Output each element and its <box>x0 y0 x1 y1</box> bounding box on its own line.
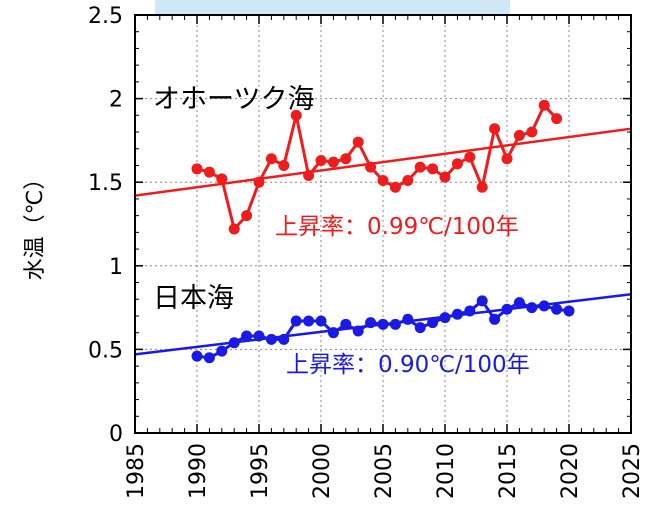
data-point-1 <box>414 322 426 334</box>
data-point-0 <box>241 210 253 222</box>
data-point-0 <box>377 175 389 187</box>
data-point-0 <box>439 171 451 183</box>
data-point-0 <box>489 123 501 135</box>
rate-label-japan-sea: 上昇率：0.90℃/100年 <box>286 352 530 378</box>
data-point-0 <box>352 136 364 148</box>
data-point-1 <box>501 303 513 315</box>
data-point-1 <box>377 318 389 330</box>
data-point-0 <box>538 99 550 111</box>
y-tick-label: 1.5 <box>88 171 123 196</box>
data-point-0 <box>451 158 463 170</box>
data-point-1 <box>464 305 476 317</box>
data-point-0 <box>526 126 538 138</box>
data-point-0 <box>513 129 525 141</box>
data-point-0 <box>303 170 315 182</box>
y-tick-label: 1 <box>109 255 123 280</box>
data-point-1 <box>191 350 203 362</box>
y-tick-label: 0 <box>109 422 123 447</box>
data-point-0 <box>290 109 302 121</box>
data-point-1 <box>278 333 290 345</box>
x-tick-label: 2025 <box>620 443 645 499</box>
data-point-1 <box>451 308 463 320</box>
data-point-0 <box>191 163 203 175</box>
data-point-1 <box>340 318 352 330</box>
data-point-1 <box>315 315 327 327</box>
data-point-1 <box>352 325 364 337</box>
series-line-0 <box>196 102 558 233</box>
data-point-1 <box>402 313 414 325</box>
data-point-1 <box>563 305 575 317</box>
data-point-0 <box>389 181 401 193</box>
data-point-0 <box>315 154 327 166</box>
data-point-1 <box>327 327 339 339</box>
data-point-0 <box>253 176 265 188</box>
data-point-1 <box>365 317 377 329</box>
data-point-1 <box>303 315 315 327</box>
data-point-0 <box>203 166 215 178</box>
data-point-1 <box>241 330 253 342</box>
rate-label-okhotsk: 上昇率：0.99℃/100年 <box>275 214 519 240</box>
x-tick-labels: 1985 1990 1995 2000 2005 2010 2015 2020 2025 <box>124 443 645 499</box>
data-point-1 <box>526 302 538 314</box>
data-point-1 <box>265 333 277 345</box>
series-name-okhotsk: オホーツク海 <box>153 84 314 115</box>
data-point-0 <box>551 113 563 125</box>
y-tick-label: 2 <box>109 88 123 113</box>
x-tick-label: 1990 <box>186 443 211 499</box>
data-point-1 <box>389 318 401 330</box>
data-point-1 <box>427 317 439 329</box>
y-tick-labels: 0 0.5 1 1.5 2 2.5 <box>88 4 123 447</box>
header-band <box>155 0 510 14</box>
data-point-1 <box>551 303 563 315</box>
data-point-0 <box>464 151 476 163</box>
data-point-0 <box>414 161 426 173</box>
y-axis-label: 水温（℃） <box>23 168 48 281</box>
data-point-1 <box>216 345 228 357</box>
data-point-0 <box>340 153 352 165</box>
data-point-1 <box>228 337 240 349</box>
series-layer <box>191 99 575 364</box>
data-point-1 <box>476 295 488 307</box>
data-point-1 <box>538 300 550 312</box>
x-tick-label: 1985 <box>124 443 149 499</box>
trend-line-0 <box>134 127 632 197</box>
y-tick-label: 2.5 <box>88 4 123 29</box>
x-tick-label: 2000 <box>310 443 335 499</box>
data-point-1 <box>290 315 302 327</box>
data-point-1 <box>203 352 215 364</box>
x-tick-label: 2010 <box>434 443 459 499</box>
data-point-0 <box>278 159 290 171</box>
x-tick-label: 2020 <box>558 443 583 499</box>
data-point-1 <box>513 297 525 309</box>
data-point-0 <box>228 223 240 235</box>
data-point-1 <box>439 312 451 324</box>
series-name-japan-sea: 日本海 <box>153 283 234 314</box>
x-tick-label: 2015 <box>496 443 521 499</box>
data-point-0 <box>327 156 339 168</box>
data-point-0 <box>476 181 488 193</box>
data-point-0 <box>427 163 439 175</box>
x-tick-label: 2005 <box>372 443 397 499</box>
data-point-0 <box>365 161 377 173</box>
data-point-1 <box>253 330 265 342</box>
data-point-0 <box>265 153 277 165</box>
y-tick-label: 0.5 <box>88 338 123 363</box>
data-point-0 <box>402 175 414 187</box>
data-point-0 <box>216 173 228 185</box>
tick-layer <box>134 14 632 434</box>
data-point-1 <box>489 313 501 325</box>
x-tick-label: 1995 <box>248 443 273 499</box>
data-point-0 <box>501 153 513 165</box>
